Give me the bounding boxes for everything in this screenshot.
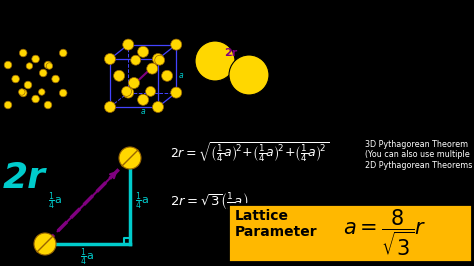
Text: $\frac{1}{4}$a: $\frac{1}{4}$a bbox=[80, 247, 94, 266]
Text: $2r = \sqrt{\left(\frac{1}{4}a\right)^{\!2}\!+\!\left(\frac{1}{4}a\right)^{\!2}\: $2r = \sqrt{\left(\frac{1}{4}a\right)^{\… bbox=[170, 140, 329, 164]
Circle shape bbox=[153, 102, 164, 113]
Circle shape bbox=[171, 87, 182, 98]
Circle shape bbox=[39, 69, 47, 77]
Circle shape bbox=[147, 63, 158, 74]
Circle shape bbox=[104, 53, 116, 64]
Circle shape bbox=[59, 49, 67, 57]
Circle shape bbox=[4, 101, 12, 109]
Circle shape bbox=[4, 61, 12, 69]
Text: 3D Pythagorean Theorem
(You can also use multiple
2D Pythagorean Theorems: 3D Pythagorean Theorem (You can also use… bbox=[365, 140, 473, 170]
Circle shape bbox=[229, 55, 269, 95]
Text: 2r: 2r bbox=[3, 161, 46, 195]
Circle shape bbox=[119, 147, 141, 169]
Circle shape bbox=[26, 63, 33, 69]
Circle shape bbox=[137, 94, 149, 105]
Circle shape bbox=[34, 233, 56, 255]
Circle shape bbox=[128, 77, 139, 89]
Text: $\frac{1}{4}$a: $\frac{1}{4}$a bbox=[135, 190, 149, 212]
Text: a: a bbox=[178, 71, 183, 80]
Circle shape bbox=[44, 61, 52, 69]
Text: Cube side length    shown in blue: Cube side length shown in blue bbox=[98, 124, 186, 129]
Circle shape bbox=[123, 39, 134, 50]
Circle shape bbox=[44, 101, 52, 109]
Circle shape bbox=[122, 86, 131, 96]
Circle shape bbox=[46, 63, 53, 69]
Text: $a = \dfrac{8}{\sqrt{3}}r$: $a = \dfrac{8}{\sqrt{3}}r$ bbox=[343, 207, 427, 259]
Text: $2r = \sqrt{3}\left(\frac{1}{4}a\right)$: $2r = \sqrt{3}\left(\frac{1}{4}a\right)$ bbox=[170, 191, 248, 213]
Circle shape bbox=[19, 89, 27, 97]
Circle shape bbox=[146, 86, 155, 96]
Text: 2r: 2r bbox=[224, 48, 237, 58]
Circle shape bbox=[162, 70, 173, 81]
Circle shape bbox=[155, 55, 164, 65]
Circle shape bbox=[195, 41, 235, 81]
Circle shape bbox=[12, 75, 19, 83]
Circle shape bbox=[38, 89, 45, 95]
Circle shape bbox=[104, 102, 116, 113]
Circle shape bbox=[18, 89, 25, 95]
Text: The atom
coordinates are
(0,0,0) and
(1/4, 1/4, 1/4)

in relation to the cube
si: The atom coordinates are (0,0,0) and (1/… bbox=[330, 2, 423, 73]
Circle shape bbox=[171, 39, 182, 50]
Circle shape bbox=[32, 95, 39, 103]
Circle shape bbox=[114, 70, 125, 81]
Circle shape bbox=[52, 75, 59, 83]
Circle shape bbox=[137, 46, 149, 57]
Text: $\frac{1}{4}$a: $\frac{1}{4}$a bbox=[48, 190, 62, 212]
Circle shape bbox=[153, 53, 164, 64]
Text: a: a bbox=[141, 107, 146, 116]
Text: Hard Sphere Model–Atoms Touch
in the purple direction: Hard Sphere Model–Atoms Touch in the pur… bbox=[93, 116, 191, 127]
Circle shape bbox=[19, 49, 27, 57]
Text: DC Visual Representation
with Open Space: DC Visual Representation with Open Space bbox=[0, 109, 72, 120]
Bar bbox=[228, 204, 472, 262]
Text: Where atoms touch,
the distance is 2r: Where atoms touch, the distance is 2r bbox=[186, 2, 278, 21]
Circle shape bbox=[131, 55, 141, 65]
Circle shape bbox=[32, 55, 39, 63]
Text: Lattice
Parameter: Lattice Parameter bbox=[235, 209, 318, 239]
Circle shape bbox=[24, 81, 32, 89]
Circle shape bbox=[123, 87, 134, 98]
Circle shape bbox=[59, 89, 67, 97]
